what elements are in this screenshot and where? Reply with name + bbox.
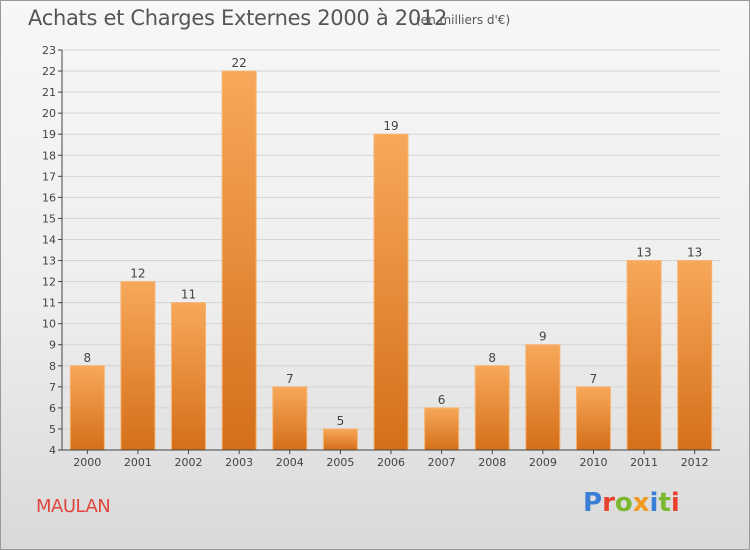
bar <box>171 302 207 451</box>
bar <box>474 365 510 451</box>
data-label: 8 <box>488 351 496 365</box>
bar <box>424 407 460 451</box>
axes: 4 5 6 7 8 9 10 11 12 13 14 15 16 17 18 19 20 21 22 23 2000 20… <box>42 44 720 469</box>
x-tick-label: 2007 <box>428 456 456 469</box>
y-tick-label: 20 <box>42 107 56 120</box>
bar <box>69 365 105 451</box>
y-tick-label: 11 <box>42 297 56 310</box>
data-label: 13 <box>687 246 702 260</box>
y-tick-label: 17 <box>42 170 56 183</box>
y-tick-label: 22 <box>42 65 56 78</box>
proxiti-logo: Proxiti <box>583 488 680 518</box>
y-tick-label: 12 <box>42 276 56 289</box>
y-tick-label: 18 <box>42 149 56 162</box>
y-tick-label: 14 <box>42 233 56 246</box>
y-tick-label: 10 <box>42 318 56 331</box>
logo-letter: i <box>649 488 659 518</box>
y-tick-label: 13 <box>42 255 56 268</box>
y-tick-label: 21 <box>42 86 56 99</box>
y-tick-label: 6 <box>49 402 56 415</box>
logo-letter: i <box>670 488 680 518</box>
y-tick-label: 23 <box>42 44 56 57</box>
x-tick-label: 2009 <box>529 456 557 469</box>
x-tick-label: 2006 <box>377 456 405 469</box>
data-label: 9 <box>539 330 547 344</box>
bar <box>272 386 308 451</box>
data-label: 13 <box>636 246 651 260</box>
bar <box>221 70 257 451</box>
data-label: 11 <box>181 288 196 302</box>
data-label: 8 <box>83 351 91 365</box>
y-tick-label: 16 <box>42 191 56 204</box>
y-tick-label: 4 <box>49 444 56 457</box>
y-tick-label: 8 <box>49 360 56 373</box>
y-tick-label: 9 <box>49 339 56 352</box>
data-label: 5 <box>337 414 345 428</box>
bars: 8 12 11 22 7 5 19 6 8 9 7 13 13 <box>69 56 713 451</box>
x-tick-label: 2010 <box>579 456 607 469</box>
logo-letter: r <box>602 488 615 518</box>
data-label: 12 <box>130 267 145 281</box>
x-tick-label: 2003 <box>225 456 253 469</box>
unit-note: (en milliers d'€) <box>416 13 511 27</box>
x-tick-label: 2001 <box>124 456 152 469</box>
data-label: 22 <box>232 56 247 70</box>
data-label: 6 <box>438 393 446 407</box>
x-tick-label: 2011 <box>630 456 658 469</box>
data-label: 7 <box>590 372 598 386</box>
bar <box>677 260 713 451</box>
bar <box>525 344 561 451</box>
y-tick-label: 7 <box>49 381 56 394</box>
y-tick-label: 5 <box>49 423 56 436</box>
bar <box>575 386 611 451</box>
x-tick-label: 2004 <box>276 456 304 469</box>
data-label: 19 <box>383 119 398 133</box>
logo-letter: x <box>632 488 650 518</box>
y-tick-label: 19 <box>42 128 56 141</box>
commune-name: MAULAN <box>36 496 111 517</box>
x-tick-label: 2012 <box>681 456 709 469</box>
x-tick-label: 2000 <box>73 456 101 469</box>
x-tick-label: 2002 <box>175 456 203 469</box>
x-tick-label: 2005 <box>326 456 354 469</box>
x-tick-label: 2008 <box>478 456 506 469</box>
data-label: 7 <box>286 372 294 386</box>
bar <box>120 281 156 451</box>
logo-letter: P <box>583 488 603 518</box>
y-tick-label: 15 <box>42 212 56 225</box>
logo-letter: o <box>614 488 633 518</box>
bar <box>373 133 409 451</box>
bar <box>626 260 662 451</box>
logo-letter: t <box>658 488 671 518</box>
bar <box>322 428 358 451</box>
chart-title: Achats et Charges Externes 2000 à 2012 <box>28 6 448 30</box>
